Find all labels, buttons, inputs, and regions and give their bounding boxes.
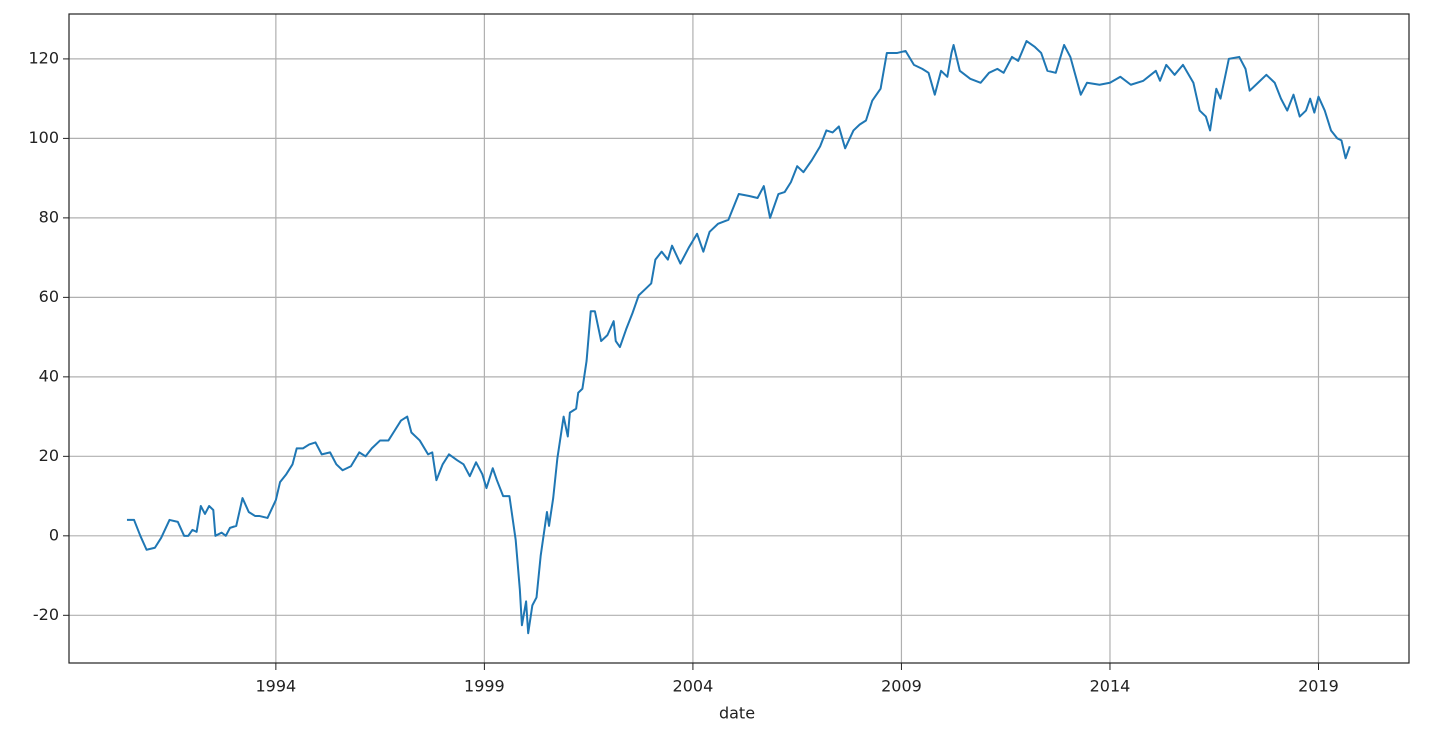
x-tick-label: 2019 — [1298, 677, 1339, 696]
y-tick-label: 0 — [49, 525, 59, 544]
y-tick-label: 20 — [39, 446, 59, 465]
x-tick-label: 2009 — [881, 677, 922, 696]
y-tick-label: 40 — [39, 366, 59, 385]
y-tick-label: 60 — [39, 287, 59, 306]
x-tick-label: 2004 — [673, 677, 714, 696]
x-tick-label: 2014 — [1090, 677, 1131, 696]
plot-frame — [68, 13, 1410, 664]
y-tick-label: 80 — [39, 207, 59, 226]
y-tick-label: -20 — [33, 605, 59, 624]
y-tick-label: 100 — [28, 128, 59, 147]
line — [126, 40, 1351, 635]
y-tick-label: 120 — [28, 48, 59, 67]
x-tick-label: 1994 — [256, 677, 297, 696]
x-axis-label: date — [719, 704, 755, 723]
x-tick-label: 1999 — [464, 677, 505, 696]
